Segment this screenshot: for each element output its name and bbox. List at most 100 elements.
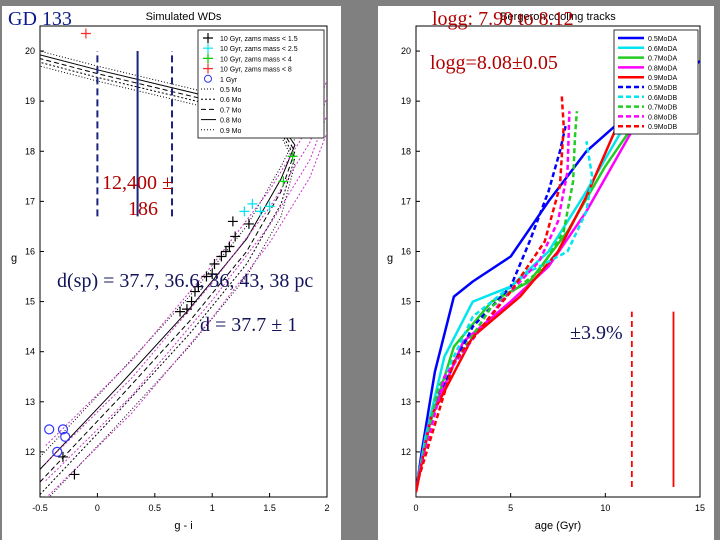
y-tick-label: 20 — [401, 46, 411, 56]
legend-marker — [203, 63, 213, 74]
legend-label: 1 Gyr — [220, 77, 238, 84]
point-10gyr-lt1_5 — [57, 451, 68, 462]
y-tick-label: 15 — [25, 297, 35, 307]
model-track — [40, 65, 296, 497]
model-track — [40, 50, 296, 458]
point-1gyr — [52, 446, 63, 458]
point-1gyr — [57, 424, 69, 435]
teff-error-label: 186 — [128, 198, 158, 220]
legend-label: 0.9MoDB — [648, 124, 678, 131]
legend-label: 0.7MoDA — [648, 56, 678, 63]
point-10gyr-lt1_5 — [186, 296, 197, 307]
isochrone-line — [45, 114, 327, 482]
logg-best-label: logg=8.08±0.05 — [430, 52, 558, 74]
x-tick-label: 15 — [695, 503, 705, 513]
y-tick-label: 18 — [25, 146, 35, 156]
y-tick-label: 15 — [401, 297, 411, 307]
y-tick-label: 19 — [401, 96, 411, 106]
x-tick-label: 0.5 — [149, 503, 162, 513]
y-tick-label: 14 — [25, 347, 35, 357]
x-tick-label: 1.5 — [263, 503, 276, 513]
legend-label: 0.8MoDA — [648, 65, 678, 72]
point-10gyr-lt2_5 — [247, 198, 258, 209]
point-10gyr-lt8 — [80, 28, 91, 39]
legend-label: 10 Gyr, zams mass < 2.5 — [220, 46, 298, 53]
legend-label: 0.9MoDA — [648, 75, 678, 82]
legend-marker — [203, 53, 213, 64]
teff-value-label: 12,400 ± — [102, 172, 173, 194]
legend-label: 0.8MoDB — [648, 114, 678, 121]
point-10gyr-lt1_5 — [175, 306, 186, 317]
left-chart-simulated-wds: Simulated WDs g - i g -0.5 0 0.5 1 1.5 2 12 13 14 15… — [2, 6, 341, 540]
point-10gyr-lt4 — [287, 151, 298, 162]
right-chart-cooling-tracks: Bergeron cooling tracks age (Gyr) g 0 5 10 15 1… — [378, 6, 714, 540]
point-10gyr-lt2_5 — [239, 206, 250, 217]
x-tick-label: 5 — [508, 503, 513, 513]
y-axis-label: g — [387, 253, 393, 265]
legend-label: 0.5MoDB — [648, 85, 678, 92]
spectroscopic-distance-label: d(sp) = 37.7, 36.6, 36, 43, 38 pc — [57, 270, 314, 292]
legend-label: 10 Gyr, zams mass < 1.5 — [220, 36, 298, 43]
y-tick-label: 13 — [401, 397, 411, 407]
legend-label: 0.7MoDB — [648, 105, 678, 112]
x-tick-label: 0 — [95, 503, 100, 513]
point-1gyr — [60, 431, 71, 442]
y-tick-label: 12 — [401, 447, 411, 457]
model-track — [40, 54, 296, 470]
legend: 10 Gyr, zams mass < 1.5 10 Gyr, zams mass… — [197, 29, 325, 139]
point-1gyr — [44, 424, 55, 435]
point-10gyr-lt2_5 — [264, 201, 275, 212]
y-tick-label: 19 — [25, 96, 35, 106]
series-0.5MoDB — [416, 125, 567, 488]
legend-label: 0.6MoDB — [648, 95, 678, 102]
legend-label: 10 Gyr, zams mass < 4 — [220, 56, 292, 63]
point-10gyr-lt1_5 — [193, 281, 204, 292]
point-10gyr-lt1_5 — [207, 269, 218, 280]
point-10gyr-lt1_5 — [224, 241, 235, 252]
x-tick-label: 2 — [324, 503, 329, 513]
series-0.9MoDB — [416, 96, 565, 488]
y-axis-label: g — [11, 253, 17, 265]
x-axis-label: age (Gyr) — [535, 520, 581, 532]
point-10gyr-lt2_5 — [255, 206, 266, 217]
y-tick-label: 17 — [25, 196, 35, 206]
series-0.8MoDB — [416, 111, 571, 488]
point-10gyr-lt1_5 — [209, 259, 220, 270]
point-10gyr-lt1_5 — [181, 304, 192, 315]
legend-label: 0.5MoDA — [648, 36, 678, 43]
x-tick-label: 10 — [600, 503, 610, 513]
chart-title: Bergeron cooling tracks — [500, 11, 616, 23]
percent-error-label: ±3.9% — [570, 322, 623, 344]
point-10gyr-lt4 — [278, 176, 289, 187]
point-10gyr-lt1_5 — [230, 231, 241, 242]
y-tick-label: 18 — [401, 146, 411, 156]
isochrone-line — [46, 132, 327, 497]
point-10gyr-lt1_5 — [220, 246, 231, 257]
chart-title: Simulated WDs — [146, 11, 222, 23]
legend-label: 0.7 Mo — [220, 107, 242, 114]
model-track — [40, 58, 296, 483]
legend-label: 0.8 Mo — [220, 118, 242, 125]
y-tick-label: 17 — [401, 196, 411, 206]
legend-label: 0.9 Mo — [220, 128, 242, 135]
legend-label: 0.5 Mo — [220, 87, 242, 94]
series-0.7MoDB — [416, 111, 579, 488]
point-10gyr-lt1_5 — [243, 218, 254, 229]
point-10gyr-lt1_5 — [216, 251, 227, 262]
y-tick-label: 14 — [401, 347, 411, 357]
legend-box — [197, 29, 325, 139]
legend-marker — [203, 43, 213, 54]
legend-label: 0.6MoDA — [648, 46, 678, 53]
best-distance-label: d = 37.7 ± 1 — [200, 314, 298, 336]
y-tick-label: 20 — [25, 46, 35, 56]
x-tick-label: 1 — [210, 503, 215, 513]
legend-label: 10 Gyr, zams mass < 8 — [220, 67, 292, 74]
point-10gyr-lt1_5 — [201, 271, 212, 282]
x-tick-label: -0.5 — [32, 503, 48, 513]
point-10gyr-lt1_5 — [227, 216, 238, 227]
logg-range-label: logg: 7.90 to 8.12 — [432, 8, 574, 30]
legend-marker — [203, 33, 213, 43]
y-tick-label: 13 — [25, 397, 35, 407]
legend-marker — [204, 74, 212, 83]
